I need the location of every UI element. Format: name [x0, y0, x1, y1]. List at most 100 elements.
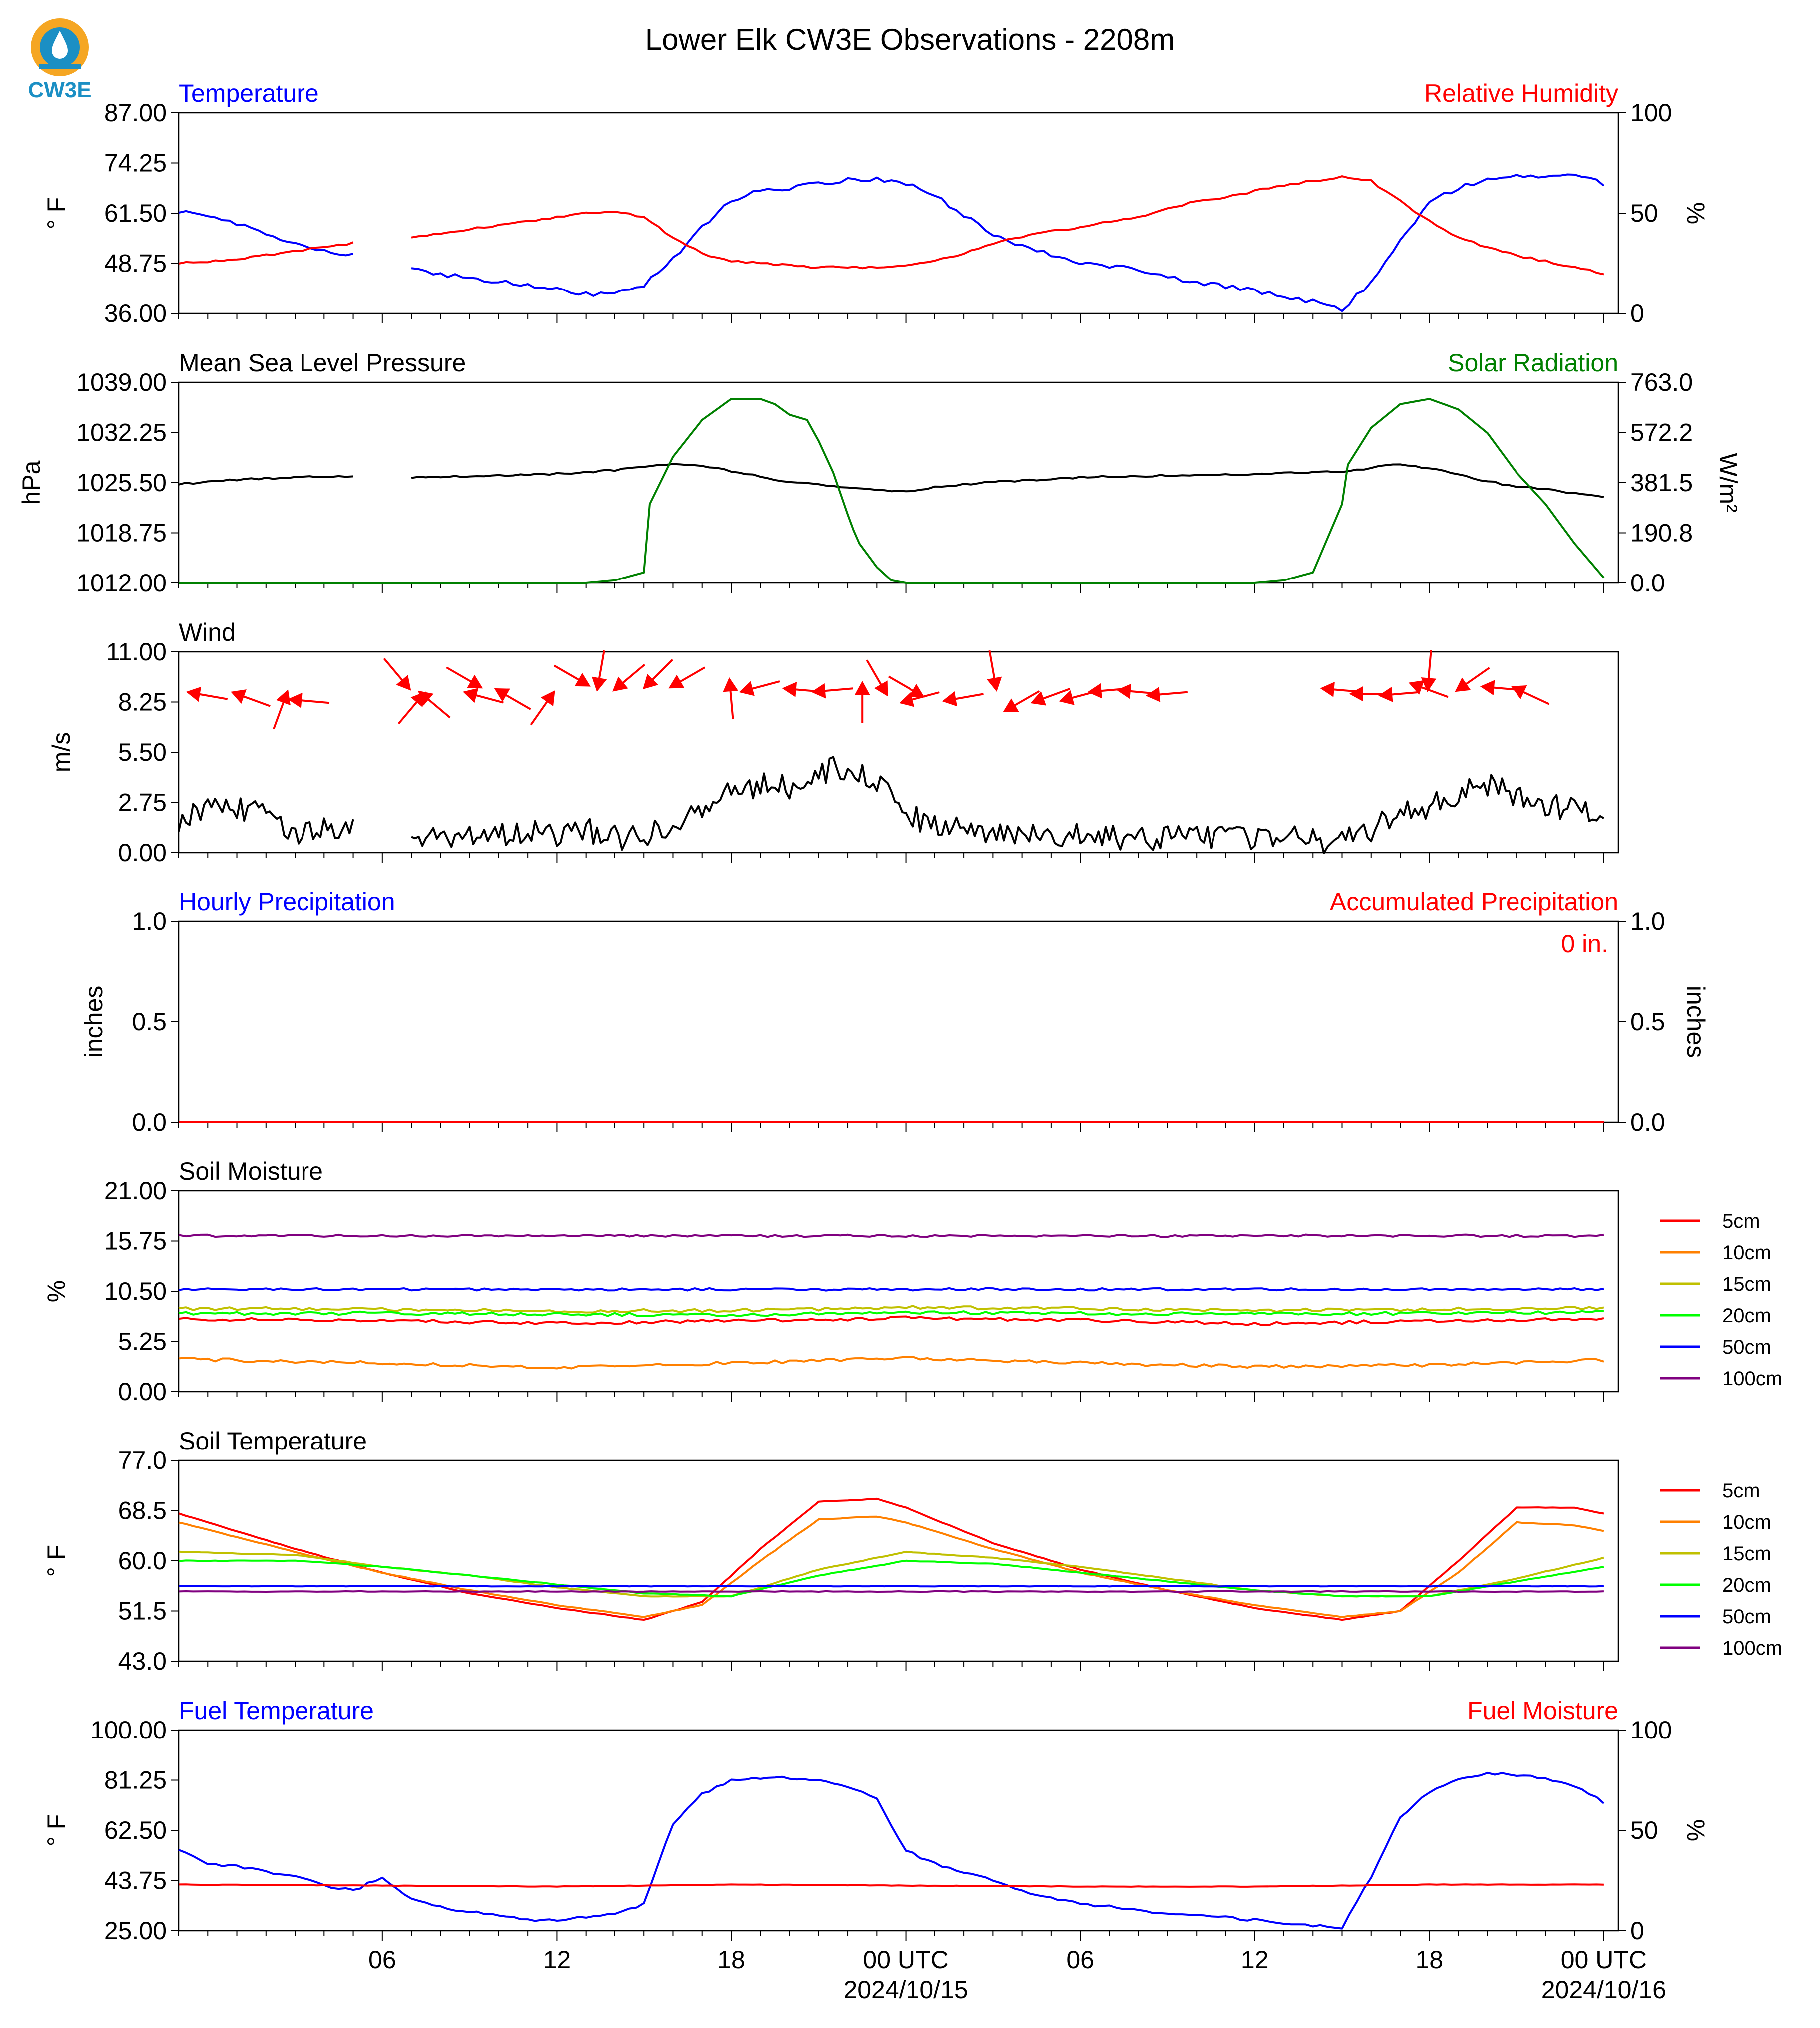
y-left-tick-label: 0.00: [118, 1378, 167, 1406]
x-tick-label: 06: [368, 1946, 396, 1974]
series-soil_moisture-100cm: [178, 1233, 1604, 1238]
logo-wave: [39, 64, 81, 69]
x-tick-label: 12: [543, 1946, 571, 1974]
wind-arrow: [1455, 667, 1490, 692]
wind-arrow: [1003, 690, 1040, 712]
wind-arrow: [591, 650, 607, 692]
panel-precip: 0.0 0.5 1.0 0.0 0.5 1.0 Hourly Precipitation Ac…: [80, 888, 1710, 1136]
wind-arrow: [723, 677, 738, 720]
y-right-tick-label: 0.5: [1630, 1008, 1665, 1036]
y-left-tick-label: 1018.75: [76, 519, 167, 547]
y-right-tick-label: 0.0: [1630, 569, 1665, 597]
series-pressure-solar-radiation: [179, 398, 1605, 584]
wind-arrow: [899, 691, 940, 707]
y-right-tick-label: 763.0: [1630, 368, 1693, 396]
series-soil_moisture-10cm: [178, 1356, 1604, 1370]
series-temperature-relative-humidity: [178, 175, 1604, 276]
y-left-tick-label: 0.5: [132, 1008, 167, 1036]
panel-title-right: Relative Humidity: [1424, 79, 1618, 107]
y-left-tick-label: 0.0: [132, 1108, 167, 1136]
y-left-tick-label: 74.25: [104, 149, 167, 177]
x-tick-label: 12: [1241, 1946, 1269, 1974]
legend-soil_temperature: 5cm 10cm 15cm 20cm 50cm 100cm: [1660, 1480, 1782, 1659]
logo: CW3E: [28, 18, 92, 102]
y-left-tick-label: 100.00: [90, 1716, 167, 1744]
y-left-axis-label: ° F: [42, 1545, 70, 1577]
y-left-tick-label: 21.00: [104, 1177, 167, 1205]
wind-arrow: [186, 686, 228, 702]
panel-title-right: Solar Radiation: [1448, 349, 1618, 377]
y-right-tick-label: 100: [1630, 1716, 1672, 1744]
precip-total-annotation: 0 in.: [1561, 930, 1608, 958]
panel-title-right: Accumulated Precipitation: [1330, 888, 1618, 916]
y-left-tick-label: 5.25: [118, 1328, 167, 1356]
y-left-tick-label: 1.0: [132, 907, 167, 935]
series-soil_moisture-20cm: [178, 1310, 1604, 1317]
plot-frame: [178, 920, 1619, 1123]
y-left-tick-label: 77.0: [118, 1447, 167, 1474]
wind-arrow: [273, 689, 291, 730]
series-temperature-temperature: [178, 173, 1605, 312]
y-right-tick-label: 0: [1630, 1917, 1644, 1945]
y-left-tick-label: 68.5: [118, 1497, 167, 1525]
wind-arrow: [446, 666, 483, 689]
y-right-axis-label: %: [1682, 202, 1710, 224]
logo-drop-icon: [52, 31, 68, 59]
y-right-tick-label: 50: [1630, 1816, 1658, 1844]
panel-title-right: Fuel Moisture: [1467, 1697, 1618, 1725]
legend-label: 50cm: [1722, 1606, 1771, 1628]
y-left-tick-label: 1025.50: [76, 469, 167, 497]
y-right-tick-label: 100: [1630, 99, 1672, 127]
legend-label: 5cm: [1722, 1210, 1760, 1232]
wind-arrow: [612, 663, 645, 692]
x-tick-label: 18: [1415, 1946, 1443, 1974]
wind-arrow: [888, 675, 925, 698]
y-left-tick-label: 10.50: [104, 1277, 167, 1305]
y-left-tick-label: 36.00: [104, 299, 167, 327]
wind-arrow: [494, 688, 531, 710]
wind-arrow: [1408, 680, 1449, 698]
panel-title-left: Fuel Temperature: [179, 1697, 374, 1725]
legend-label: 15cm: [1722, 1543, 1771, 1565]
wind-arrow: [739, 680, 780, 696]
x-date-label: 2024/10/16: [1541, 1976, 1666, 2004]
series-fuel-fuel-moisture: [178, 1883, 1604, 1888]
legend-label: 5cm: [1722, 1480, 1760, 1502]
y-left-tick-label: 51.5: [118, 1597, 167, 1625]
wind-arrow: [811, 683, 853, 699]
y-left-tick-label: 5.50: [118, 738, 167, 766]
wind-arrow: [668, 666, 706, 689]
y-left-tick-label: 8.25: [118, 688, 167, 716]
series-soil_temperature-5cm: [178, 1497, 1604, 1621]
panel-wind: 0.00 2.75 5.50 8.25 11.00 Wind m/s: [47, 618, 1619, 867]
y-right-axis-label: %: [1682, 1819, 1710, 1841]
legend-label: 10cm: [1722, 1242, 1771, 1264]
panel-temperature: 36.00 48.75 61.50 74.25 87.00 0 50 100 Temperatu…: [42, 79, 1710, 327]
plot-frame: [178, 381, 1619, 584]
wind-arrow: [866, 659, 888, 697]
wind-arrow: [1145, 687, 1188, 702]
y-left-tick-label: 1032.25: [76, 419, 167, 447]
panel-title-left: Hourly Precipitation: [179, 888, 395, 916]
y-left-tick-label: 15.75: [104, 1227, 167, 1255]
legend-label: 20cm: [1722, 1574, 1771, 1596]
y-left-tick-label: 0.00: [118, 839, 167, 867]
y-left-axis-label: inches: [80, 986, 108, 1058]
y-left-axis-label: m/s: [47, 732, 75, 773]
wind-arrow: [1030, 688, 1071, 706]
y-right-axis-label: W/m²: [1714, 453, 1742, 512]
wind-arrow: [288, 692, 330, 708]
x-tick-label: 00 UTC: [863, 1946, 948, 1974]
series-soil_temperature-100cm: [178, 1590, 1604, 1593]
panels: 36.00 48.75 61.50 74.25 87.00 0 50 100 Temperatu…: [17, 79, 1782, 2004]
legend-label: 15cm: [1722, 1273, 1771, 1295]
panel-fuel: 25.00 43.75 62.50 81.25 100.00 0 50 100 Fuel Tem…: [42, 1697, 1710, 2004]
wind-arrow: [463, 688, 504, 704]
y-left-axis-label: %: [42, 1280, 70, 1302]
wind-arrow: [231, 689, 271, 707]
wind-arrow: [1378, 687, 1421, 702]
panel-title-left: Soil Temperature: [179, 1427, 367, 1455]
y-left-axis-label: ° F: [42, 197, 70, 229]
y-left-tick-label: 62.50: [104, 1816, 167, 1844]
